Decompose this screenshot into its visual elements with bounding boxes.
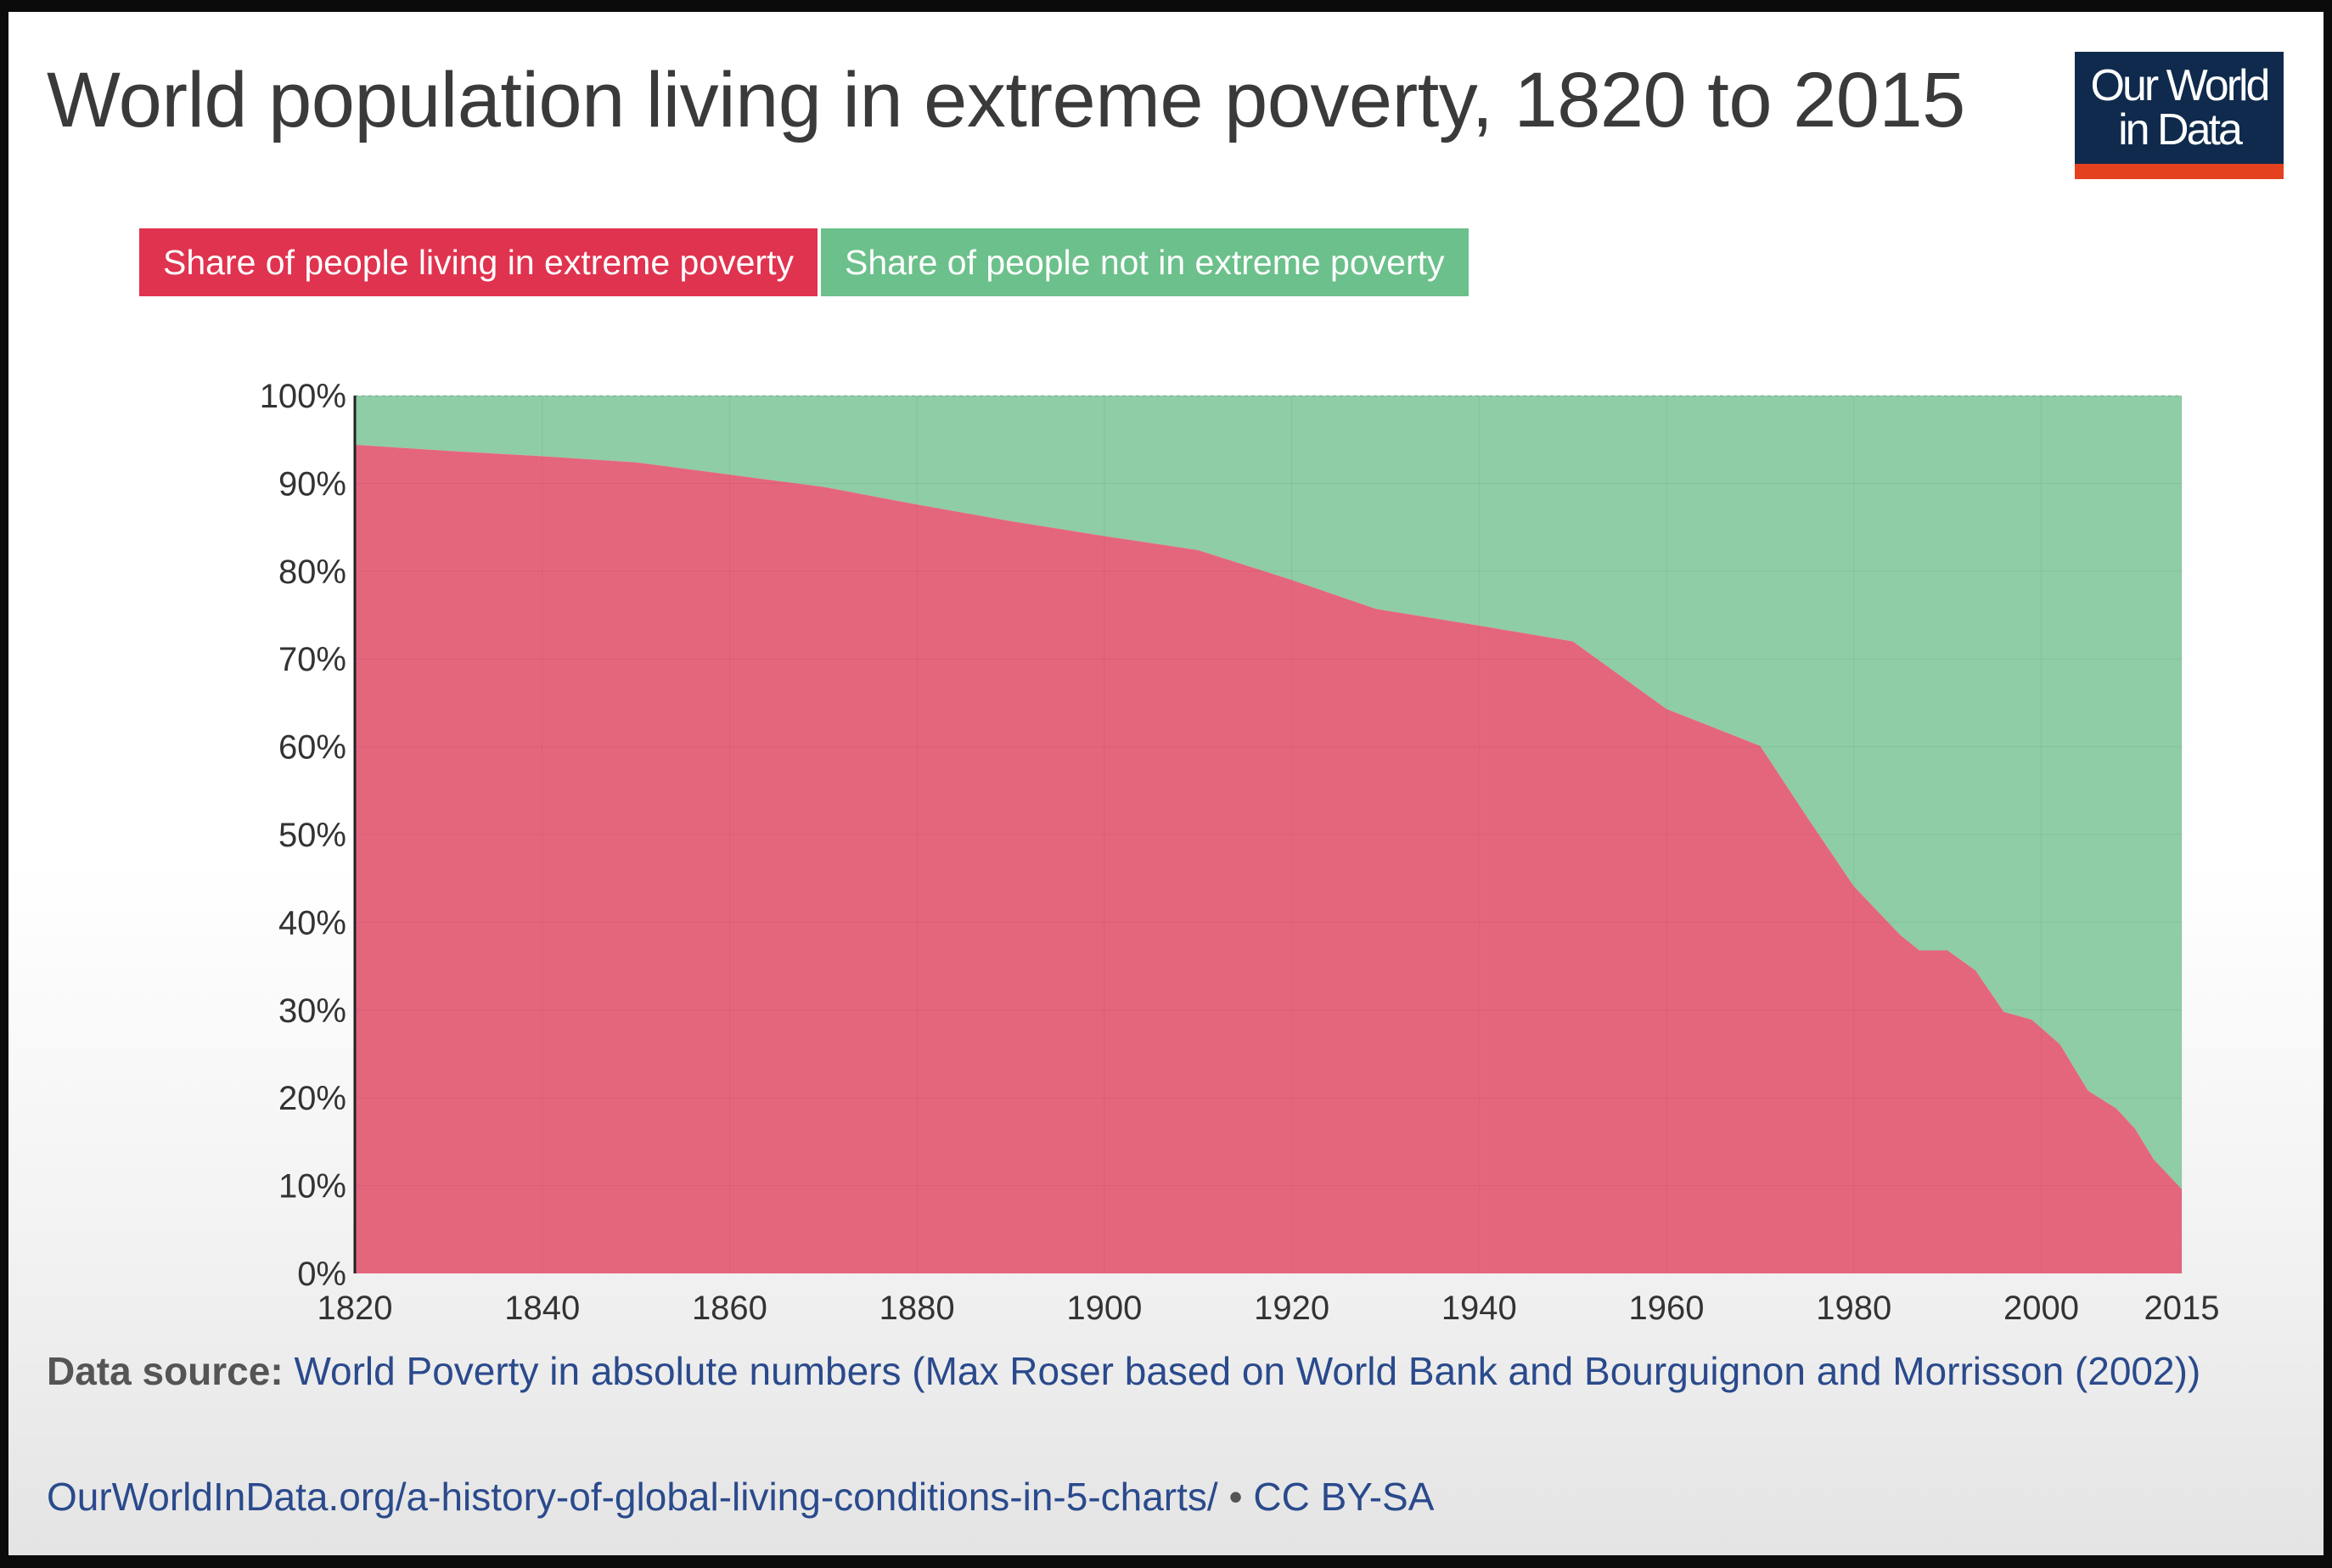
y-tick-label: 70% xyxy=(278,641,346,678)
chart-title: World population living in extreme pover… xyxy=(47,57,1965,143)
y-tick-label: 30% xyxy=(278,992,346,1030)
y-tick-label: 10% xyxy=(278,1168,346,1206)
area-not-in-poverty xyxy=(355,396,2182,1189)
x-tick-label: 1820 xyxy=(317,1290,393,1327)
x-tick-label: 1840 xyxy=(504,1290,580,1327)
x-tick-label: 2000 xyxy=(2003,1290,2079,1327)
data-source-label: Data source: xyxy=(47,1349,284,1393)
y-tick-label: 20% xyxy=(278,1080,346,1117)
chart-frame: World population living in extreme pover… xyxy=(8,12,2324,1555)
y-tick-label: 0% xyxy=(297,1256,346,1293)
footer-license-link[interactable]: CC BY-SA xyxy=(1253,1475,1435,1519)
y-tick-label: 80% xyxy=(278,554,346,591)
y-tick-label: 100% xyxy=(260,378,346,415)
data-source: Data source: World Poverty in absolute n… xyxy=(47,1346,2220,1396)
owid-logo[interactable]: Our World in Data xyxy=(2075,52,2284,179)
y-tick-label: 40% xyxy=(278,904,346,941)
x-tick-label: 1960 xyxy=(1629,1290,1705,1327)
footer-url-link[interactable]: OurWorldInData.org/a-history-of-global-l… xyxy=(47,1475,1218,1519)
y-tick-label: 90% xyxy=(278,465,346,503)
data-source-link[interactable]: World Poverty in absolute numbers (Max R… xyxy=(294,1349,2201,1393)
x-tick-label: 1900 xyxy=(1066,1290,1142,1327)
y-tick-label: 50% xyxy=(278,817,346,854)
legend-item-poverty[interactable]: Share of people living in extreme povert… xyxy=(139,228,818,296)
area-extreme-poverty xyxy=(355,444,2182,1273)
x-tick-label: 1860 xyxy=(692,1290,767,1327)
footer-separator: • xyxy=(1228,1475,1243,1519)
chart-svg: 0% 10% 20% 30% 40% 50% 60% 70% 80% 90% 100% 1820 184… xyxy=(260,378,2220,1327)
x-tick-label: 1940 xyxy=(1441,1290,1517,1327)
y-tick-label: 60% xyxy=(278,729,346,767)
x-tick-label: 1920 xyxy=(1254,1290,1329,1327)
logo-line-2: in Data xyxy=(2118,105,2243,155)
x-tick-label: 1980 xyxy=(1816,1290,1891,1327)
logo-line-1: Our World xyxy=(2090,61,2271,110)
footer-url-line: OurWorldInData.org/a-history-of-global-l… xyxy=(47,1474,1434,1520)
x-tick-label: 1880 xyxy=(879,1290,955,1327)
legend-item-not-poverty[interactable]: Share of people not in extreme poverty xyxy=(820,228,1469,296)
x-tick-label: 2015 xyxy=(2144,1290,2220,1327)
chart-legend: Share of people living in extreme povert… xyxy=(139,228,1469,296)
